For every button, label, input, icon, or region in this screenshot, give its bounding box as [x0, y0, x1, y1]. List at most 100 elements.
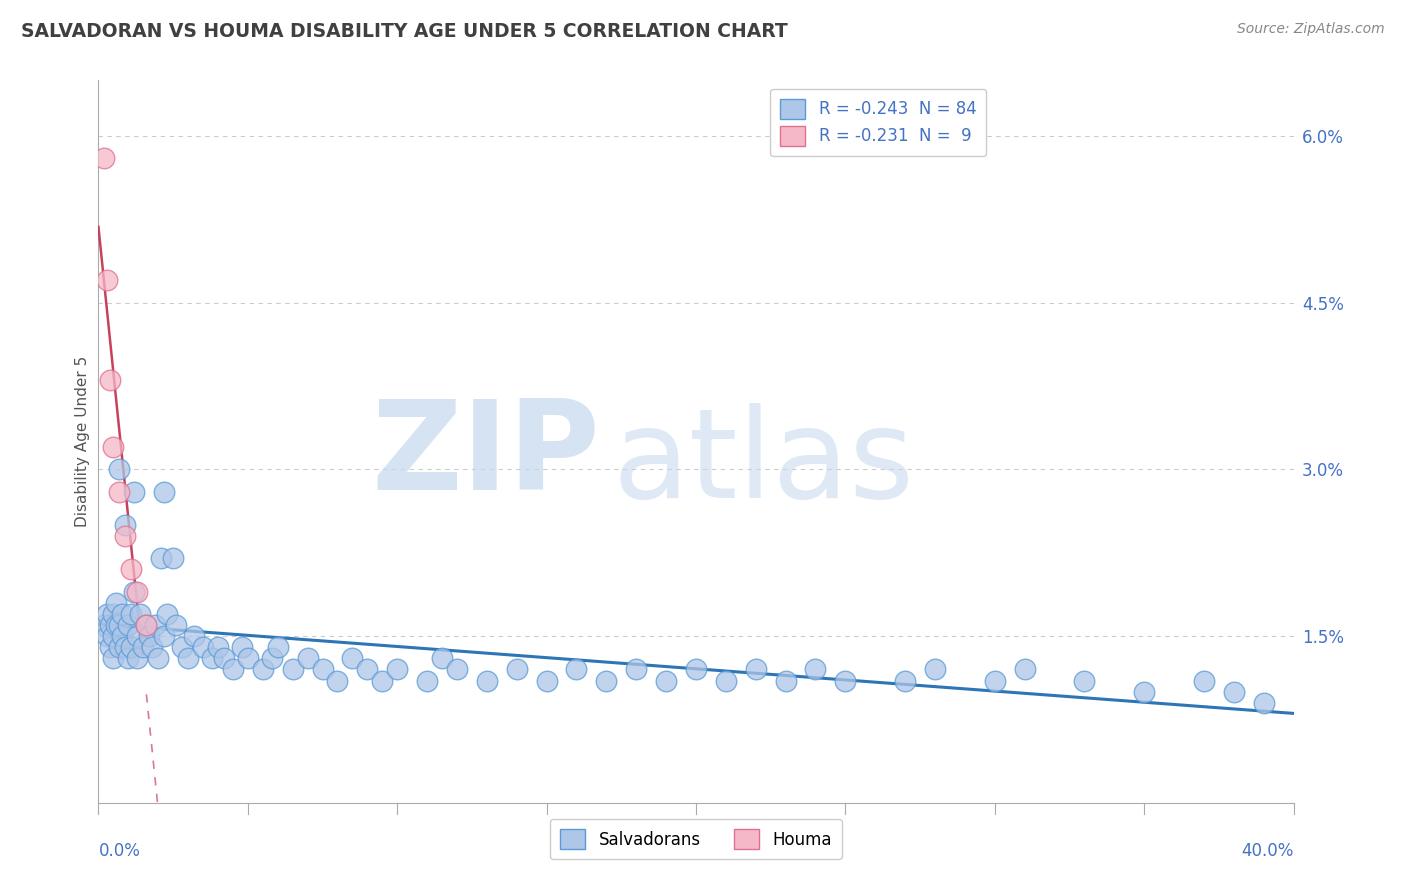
Point	[894, 673, 917, 688]
Point	[177, 651, 200, 665]
Point	[93, 618, 115, 632]
Text: Source: ZipAtlas.com: Source: ZipAtlas.com	[1237, 22, 1385, 37]
Point	[120, 640, 142, 655]
Point	[105, 596, 128, 610]
Point	[714, 673, 737, 688]
Point	[1014, 662, 1036, 676]
Point	[153, 629, 176, 643]
Point	[117, 618, 139, 632]
Legend: Salvadorans, Houma: Salvadorans, Houma	[550, 819, 842, 860]
Point	[153, 484, 176, 499]
Point	[1192, 673, 1215, 688]
Point	[356, 662, 378, 676]
Point	[165, 618, 187, 632]
Point	[1253, 696, 1275, 710]
Point	[150, 551, 173, 566]
Point	[120, 607, 142, 621]
Point	[114, 517, 136, 532]
Point	[804, 662, 827, 676]
Point	[114, 640, 136, 655]
Point	[236, 651, 259, 665]
Point	[506, 662, 529, 676]
Point	[212, 651, 235, 665]
Point	[475, 673, 498, 688]
Point	[430, 651, 453, 665]
Point	[135, 618, 157, 632]
Point	[626, 662, 648, 676]
Point	[231, 640, 253, 655]
Point	[536, 673, 558, 688]
Point	[117, 651, 139, 665]
Point	[124, 484, 146, 499]
Point	[135, 618, 157, 632]
Point	[565, 662, 588, 676]
Text: atlas: atlas	[613, 402, 914, 524]
Point	[103, 651, 125, 665]
Point	[129, 607, 152, 621]
Point	[138, 629, 160, 643]
Point	[98, 373, 122, 387]
Point	[595, 673, 617, 688]
Point	[105, 618, 128, 632]
Point	[103, 607, 125, 621]
Point	[93, 151, 115, 165]
Point	[103, 440, 125, 454]
Point	[156, 607, 179, 621]
Point	[326, 673, 349, 688]
Point	[1223, 684, 1246, 698]
Point	[98, 640, 122, 655]
Text: SALVADORAN VS HOUMA DISABILITY AGE UNDER 5 CORRELATION CHART: SALVADORAN VS HOUMA DISABILITY AGE UNDER…	[21, 22, 787, 41]
Point	[96, 273, 118, 287]
Point	[120, 562, 142, 576]
Point	[252, 662, 274, 676]
Point	[1133, 684, 1156, 698]
Point	[132, 640, 155, 655]
Point	[108, 484, 131, 499]
Point	[385, 662, 409, 676]
Point	[111, 607, 134, 621]
Y-axis label: Disability Age Under 5: Disability Age Under 5	[75, 356, 90, 527]
Point	[172, 640, 194, 655]
Point	[108, 618, 131, 632]
Point	[260, 651, 283, 665]
Point	[96, 607, 118, 621]
Point	[148, 651, 170, 665]
Point	[297, 651, 319, 665]
Point	[416, 673, 439, 688]
Point	[127, 651, 149, 665]
Point	[124, 584, 146, 599]
Point	[207, 640, 229, 655]
Point	[655, 673, 678, 688]
Point	[143, 618, 166, 632]
Point	[96, 629, 118, 643]
Point	[222, 662, 245, 676]
Point	[685, 662, 707, 676]
Point	[1073, 673, 1095, 688]
Point	[371, 673, 394, 688]
Point	[984, 673, 1007, 688]
Point	[191, 640, 214, 655]
Point	[281, 662, 304, 676]
Point	[183, 629, 205, 643]
Point	[111, 629, 134, 643]
Point	[103, 629, 125, 643]
Point	[267, 640, 290, 655]
Point	[141, 640, 163, 655]
Point	[342, 651, 364, 665]
Point	[775, 673, 797, 688]
Text: ZIP: ZIP	[371, 395, 600, 516]
Point	[127, 629, 149, 643]
Point	[311, 662, 333, 676]
Point	[127, 584, 149, 599]
Point	[98, 618, 122, 632]
Text: 0.0%: 0.0%	[98, 842, 141, 860]
Text: 40.0%: 40.0%	[1241, 842, 1294, 860]
Point	[745, 662, 768, 676]
Point	[834, 673, 856, 688]
Point	[201, 651, 224, 665]
Point	[924, 662, 946, 676]
Point	[114, 529, 136, 543]
Point	[162, 551, 184, 566]
Point	[108, 462, 131, 476]
Point	[446, 662, 468, 676]
